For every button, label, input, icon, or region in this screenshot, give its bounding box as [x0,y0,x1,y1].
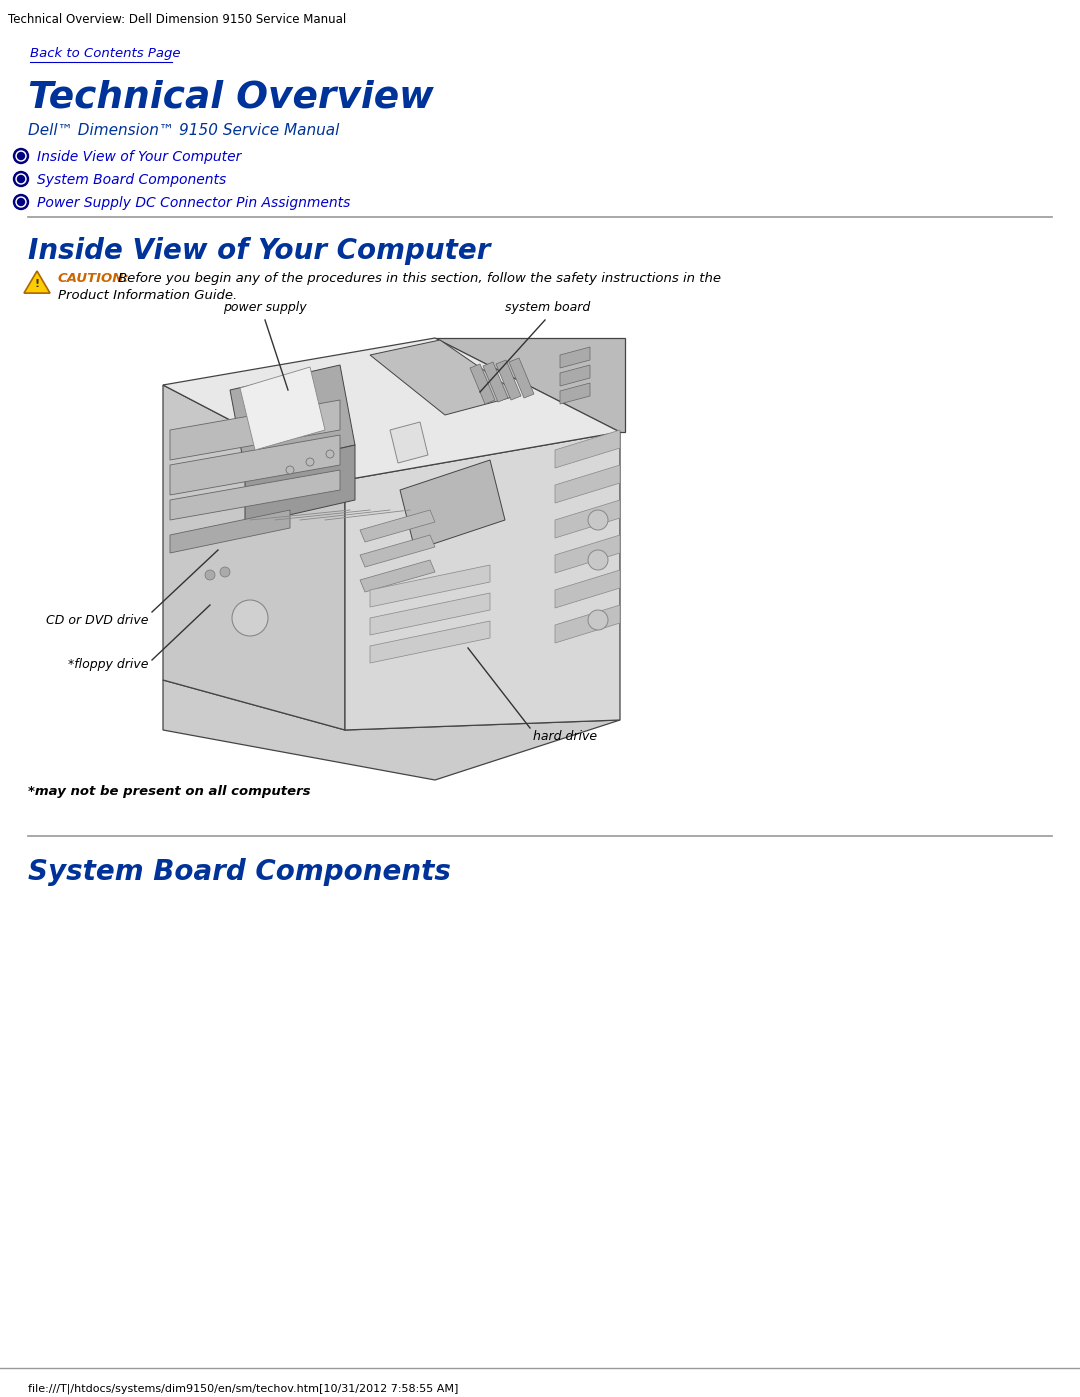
Polygon shape [555,570,620,608]
Text: *may not be present on all computers: *may not be present on all computers [28,785,311,798]
Text: Dell™ Dimension™ 9150 Service Manual: Dell™ Dimension™ 9150 Service Manual [28,123,339,138]
Polygon shape [561,346,590,367]
Text: Inside View of Your Computer: Inside View of Your Computer [28,237,490,265]
Polygon shape [555,430,620,468]
Polygon shape [170,469,340,520]
Polygon shape [24,271,50,293]
Polygon shape [509,358,534,398]
Circle shape [16,197,26,207]
Polygon shape [163,680,620,780]
Polygon shape [163,386,345,731]
Polygon shape [400,460,505,550]
Text: System Board Components: System Board Components [37,173,226,187]
Polygon shape [561,383,590,404]
Circle shape [13,172,28,187]
Polygon shape [170,510,291,553]
Polygon shape [370,339,519,415]
Circle shape [16,175,26,184]
Circle shape [588,510,608,529]
Text: CD or DVD drive: CD or DVD drive [45,615,148,627]
Polygon shape [163,338,620,481]
Text: Technical Overview: Dell Dimension 9150 Service Manual: Technical Overview: Dell Dimension 9150 … [8,13,347,27]
Text: *floppy drive: *floppy drive [67,658,148,671]
Circle shape [17,176,25,183]
Polygon shape [345,432,620,731]
Circle shape [306,458,314,467]
Text: hard drive: hard drive [534,731,597,743]
Circle shape [17,198,25,205]
Circle shape [588,610,608,630]
Polygon shape [390,422,428,462]
Polygon shape [555,535,620,573]
Polygon shape [360,535,435,567]
Polygon shape [240,367,325,450]
Polygon shape [170,400,340,460]
Text: Product Information Guide.: Product Information Guide. [58,289,238,302]
Text: power supply: power supply [224,300,307,314]
Circle shape [16,151,26,161]
Text: file:///T|/htdocs/systems/dim9150/en/sm/techov.htm[10/31/2012 7:58:55 AM]: file:///T|/htdocs/systems/dim9150/en/sm/… [28,1383,458,1393]
Polygon shape [170,434,340,495]
Circle shape [286,467,294,474]
Circle shape [326,450,334,458]
Text: Power Supply DC Connector Pin Assignments: Power Supply DC Connector Pin Assignment… [37,196,350,210]
Circle shape [13,194,28,210]
Polygon shape [496,360,521,400]
Circle shape [220,567,230,577]
Circle shape [17,152,25,159]
Polygon shape [360,560,435,592]
Polygon shape [483,362,508,402]
Text: system board: system board [505,300,591,314]
Polygon shape [245,446,355,525]
Text: Before you begin any of the procedures in this section, follow the safety instru: Before you begin any of the procedures i… [118,272,721,285]
Polygon shape [370,592,490,636]
Text: CAUTION:: CAUTION: [58,272,130,285]
Text: Inside View of Your Computer: Inside View of Your Computer [37,149,241,163]
Circle shape [205,570,215,580]
Circle shape [13,148,28,163]
Text: !: ! [35,279,40,289]
Polygon shape [555,605,620,643]
Polygon shape [561,365,590,386]
Circle shape [588,550,608,570]
Text: System Board Components: System Board Components [28,858,450,886]
Polygon shape [370,564,490,608]
Polygon shape [360,510,435,542]
Polygon shape [555,465,620,503]
Text: Back to Contents Page: Back to Contents Page [30,47,180,60]
Polygon shape [435,338,625,432]
Circle shape [232,599,268,636]
Polygon shape [230,365,355,469]
Text: Technical Overview: Technical Overview [28,80,434,116]
Polygon shape [555,500,620,538]
Polygon shape [470,365,495,404]
Polygon shape [370,622,490,664]
